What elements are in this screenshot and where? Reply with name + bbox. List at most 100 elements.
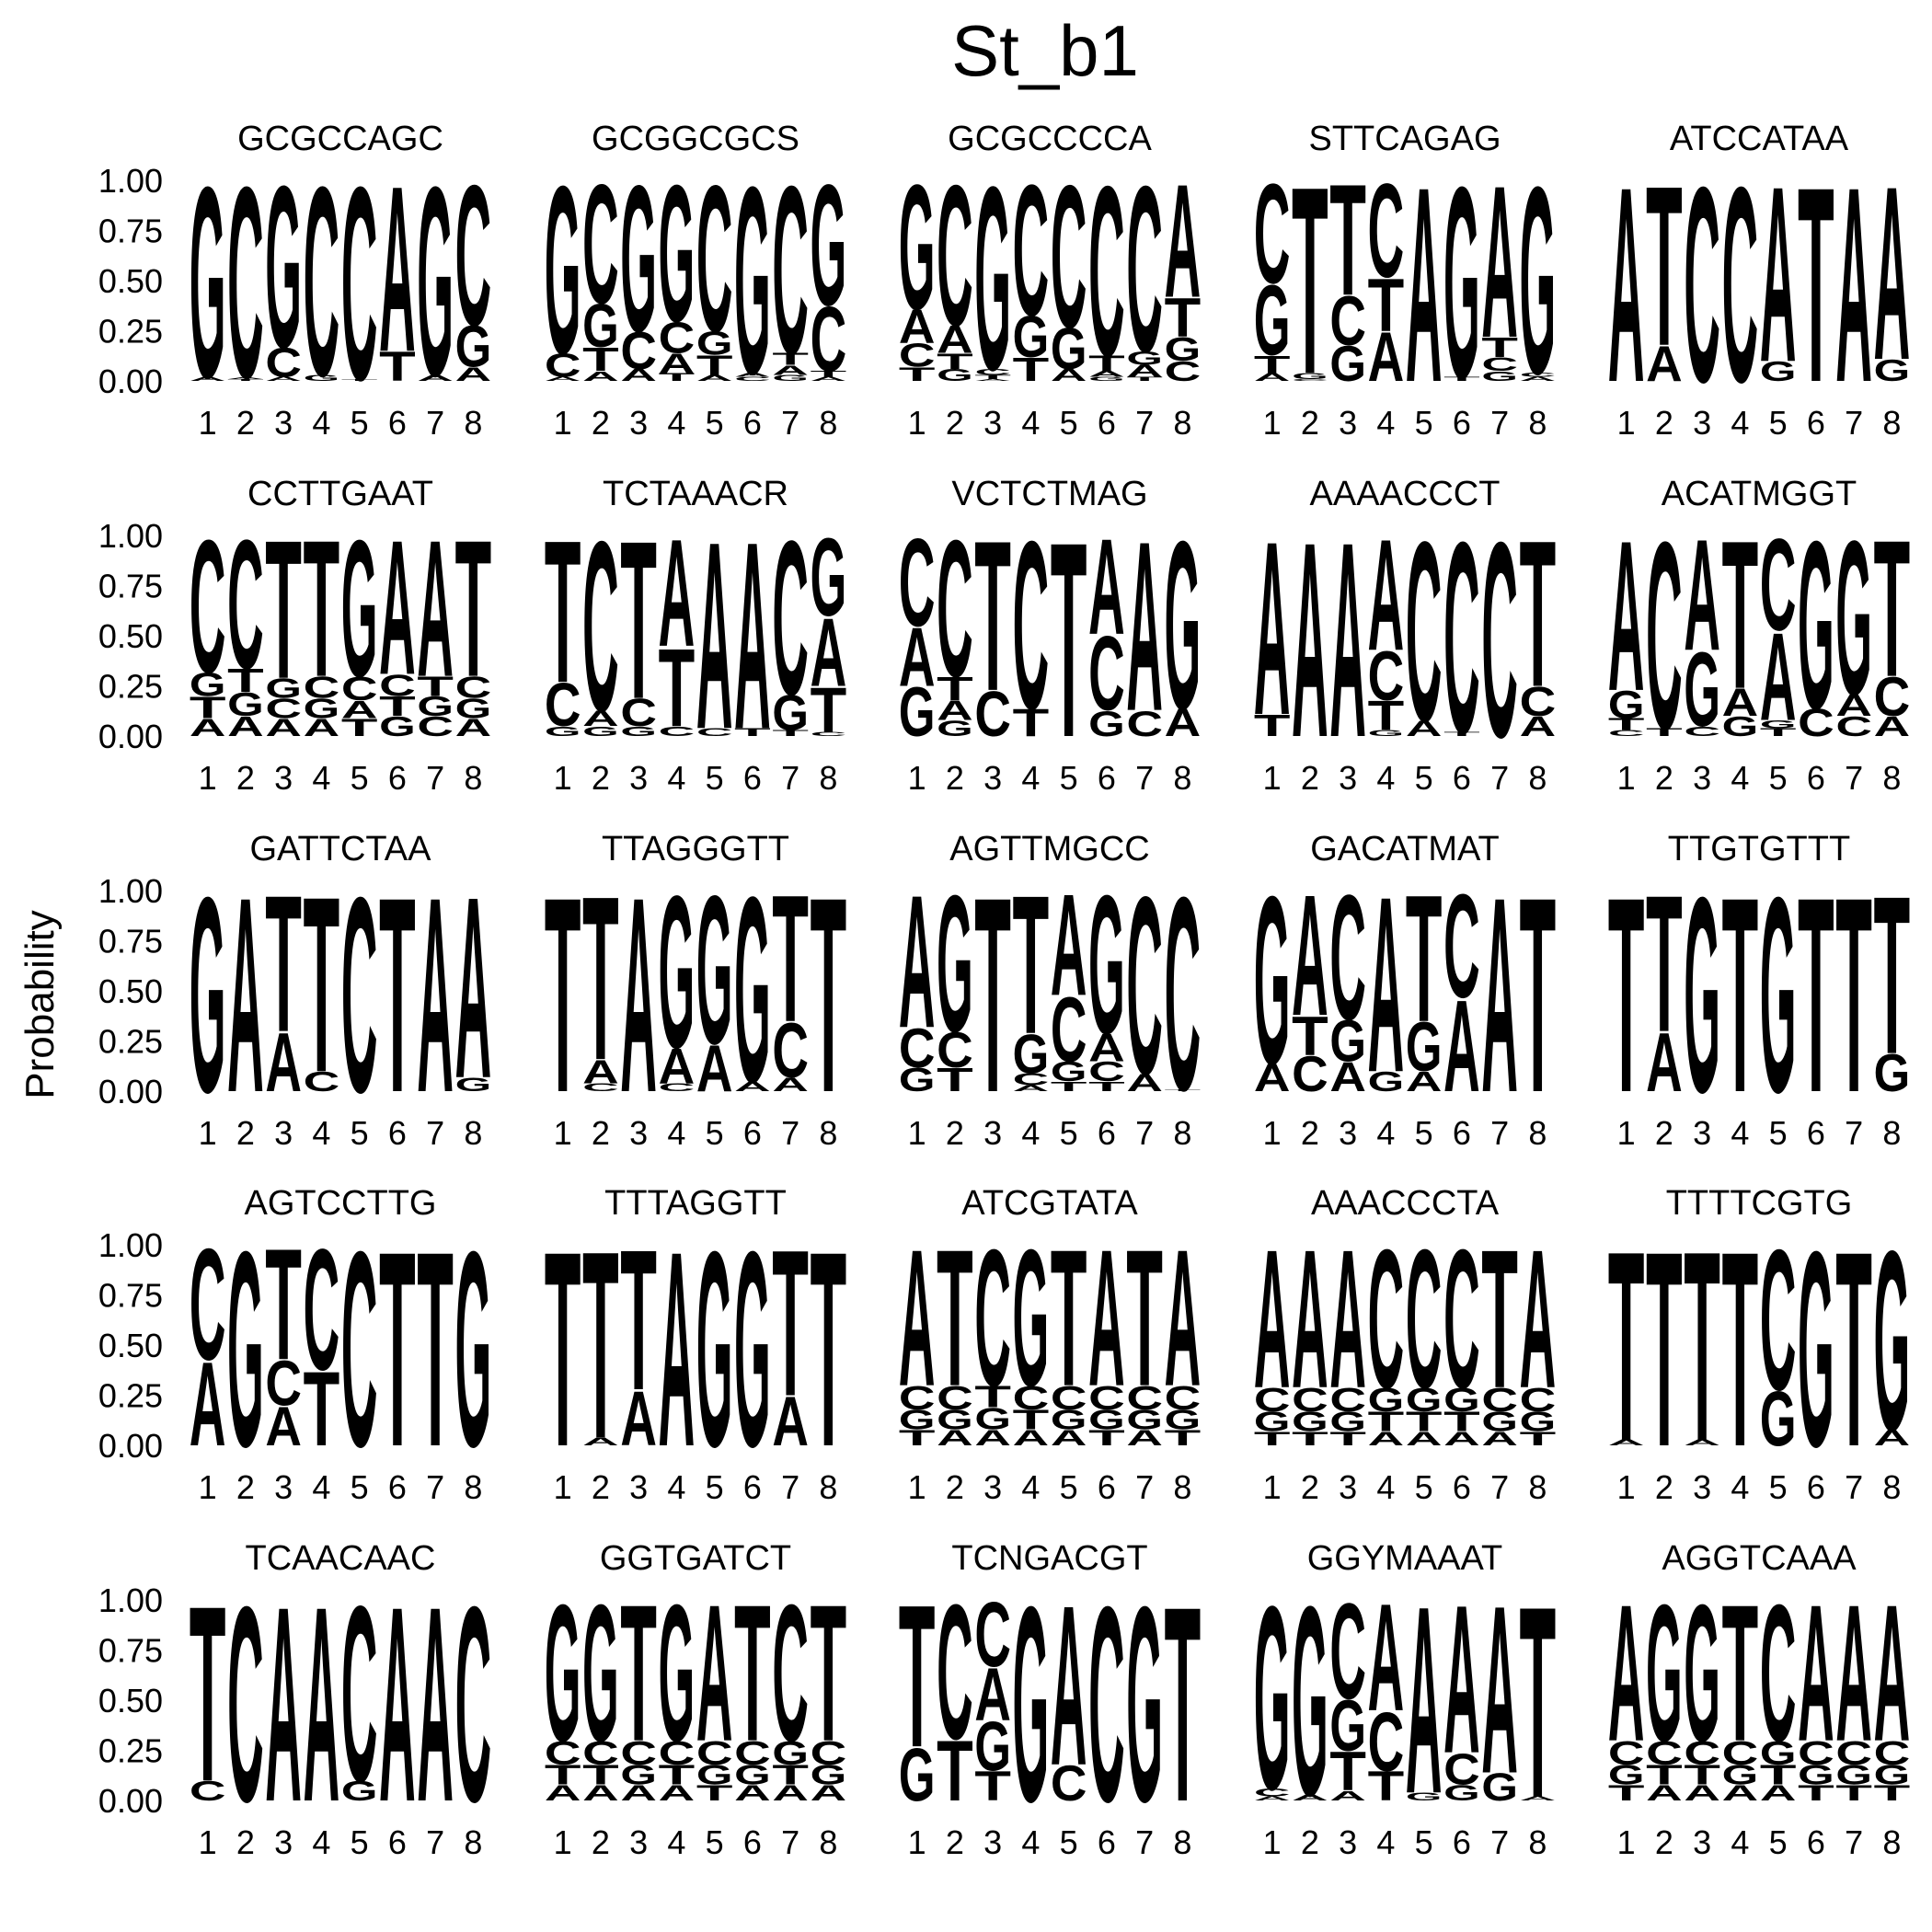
y-tick-label: 1.00 — [98, 517, 163, 555]
logo-letter-A: A — [1874, 136, 1911, 413]
logo-letter-G: G — [455, 1194, 492, 1506]
logo-letter-G: G — [734, 842, 771, 1138]
logo-letter-C: C — [1013, 146, 1050, 355]
motif-title: TTGTGTTT — [1668, 830, 1850, 868]
logo-letter-G: G — [582, 723, 619, 739]
logo-letter-T: T — [620, 495, 657, 746]
logo-letter-C: C — [1051, 1755, 1087, 1811]
logo-letter-A: A — [1406, 1552, 1443, 1850]
x-tick-label: 5 — [351, 404, 369, 442]
logo-letter-A: A — [1646, 1016, 1683, 1110]
logo-letter-C: C — [1051, 979, 1087, 1082]
x-tick-label: 7 — [426, 1114, 444, 1152]
logo-letter-A: A — [1443, 1428, 1480, 1450]
logo-letter-C: C — [1520, 1381, 1557, 1419]
figure-title: St_b1 — [951, 10, 1139, 91]
logo-letter-T: T — [1798, 131, 1834, 441]
logo-letter-T: T — [1608, 1781, 1645, 1806]
x-tick-label: 6 — [1807, 404, 1825, 442]
x-tick-label: 7 — [781, 1114, 799, 1152]
logo-letter-C: C — [190, 1776, 226, 1806]
logo-letter-A: A — [1722, 682, 1759, 725]
x-tick-label: 7 — [1135, 404, 1154, 442]
x-tick-label: 1 — [199, 759, 217, 797]
logo-letter-A: A — [659, 349, 696, 379]
logo-letter-G: G — [620, 1759, 657, 1790]
logo-letter-T: T — [1835, 1781, 1872, 1806]
logo-letter-C: C — [899, 513, 936, 653]
logo-letter-T: T — [1088, 1078, 1125, 1094]
y-tick-label: 0.25 — [98, 313, 163, 351]
logo-letter-C: C — [1520, 678, 1557, 725]
logo-letter-T: T — [379, 343, 416, 390]
logo-letter-T: T — [974, 841, 1011, 1151]
logo-letter-T: T — [1520, 841, 1557, 1151]
x-tick-label: 4 — [1021, 404, 1040, 442]
x-tick-label: 5 — [351, 1823, 369, 1861]
logo-letter-T: T — [1874, 850, 1911, 1101]
logo-letter-T: T — [1646, 726, 1683, 739]
logo-letter-G: G — [1443, 131, 1480, 436]
logo-letter-A: A — [772, 362, 809, 378]
x-tick-label: 5 — [1769, 1823, 1788, 1861]
x-tick-label: 2 — [592, 1468, 610, 1506]
logo-letter-G: G — [1874, 1759, 1911, 1790]
logo-letter-G: G — [1406, 1790, 1443, 1802]
logo-letter-T: T — [1646, 140, 1683, 394]
x-tick-label: 4 — [312, 759, 330, 797]
x-tick-label: 8 — [819, 1114, 837, 1152]
logo-letter-C: C — [190, 500, 226, 712]
logo-letter-A: A — [1481, 1428, 1518, 1450]
x-tick-label: 7 — [426, 1823, 444, 1861]
x-tick-label: 8 — [819, 1823, 837, 1861]
logo-letter-T: T — [1443, 730, 1480, 737]
logo-letter-T: T — [772, 1208, 809, 1441]
x-tick-label: 2 — [1301, 1468, 1319, 1506]
logo-letter-T: T — [811, 1565, 847, 1783]
logo-letter-T: T — [1835, 841, 1872, 1151]
logo-letter-T: T — [227, 662, 264, 700]
x-tick-label: 4 — [312, 1114, 330, 1152]
logo-letter-G: G — [734, 1759, 771, 1790]
logo-letter-C: C — [1329, 1381, 1366, 1419]
y-tick-label: 0.50 — [98, 262, 163, 300]
x-tick-label: 7 — [781, 1823, 799, 1861]
x-tick-label: 4 — [312, 404, 330, 442]
logo-letter-C: C — [455, 1549, 492, 1860]
logo-letter-T: T — [545, 1759, 581, 1790]
logo-letter-A: A — [1608, 130, 1645, 441]
logo-letter-G: G — [974, 133, 1011, 425]
logo-letter-A: A — [582, 1052, 619, 1090]
logo-letter-C: C — [1329, 282, 1366, 361]
logo-letter-A: A — [899, 856, 936, 1067]
x-tick-label: 5 — [1060, 1823, 1078, 1861]
x-tick-label: 6 — [1807, 759, 1825, 797]
x-tick-label: 6 — [1098, 1823, 1116, 1861]
y-tick-label: 0.75 — [98, 213, 163, 250]
logo-letter-C: C — [304, 670, 340, 704]
logo-letter-A: A — [1292, 1210, 1328, 1431]
x-tick-label: 1 — [554, 759, 572, 797]
x-tick-label: 8 — [1528, 759, 1547, 797]
x-tick-label: 5 — [706, 1468, 724, 1506]
x-tick-label: 1 — [1263, 1114, 1282, 1152]
x-tick-label: 2 — [592, 759, 610, 797]
logo-letter-C: C — [1368, 1695, 1405, 1788]
x-tick-label: 6 — [1098, 404, 1116, 442]
x-tick-label: 2 — [1655, 1114, 1673, 1152]
logo-letter-G: G — [1013, 1549, 1050, 1861]
logo-letter-G: G — [1329, 336, 1366, 392]
logo-letter-C: C — [1013, 1379, 1050, 1417]
logo-letter-G: G — [1292, 372, 1328, 381]
x-tick-label: 3 — [983, 404, 1002, 442]
logo-letter-C: C — [811, 289, 847, 392]
logo-letter-T: T — [899, 363, 936, 385]
logo-letter-A: A — [772, 1383, 809, 1461]
logo-letter-G: G — [1329, 1406, 1366, 1437]
motif-title: TTTAGGTT — [604, 1184, 787, 1223]
logo-letter-C: C — [545, 671, 581, 739]
logo-letter-T: T — [696, 1781, 733, 1806]
